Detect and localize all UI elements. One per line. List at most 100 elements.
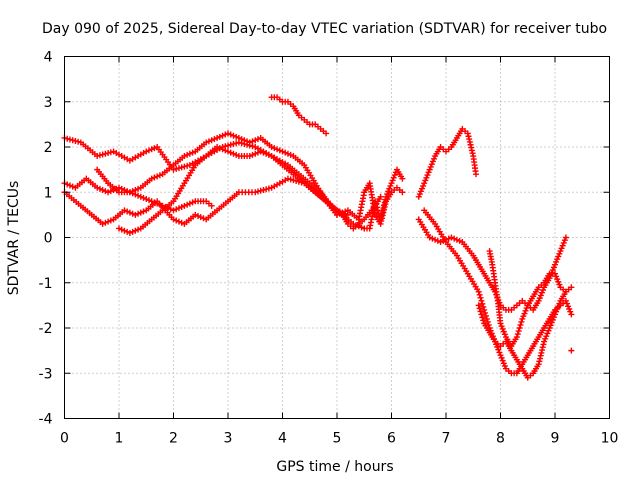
data-point xyxy=(249,138,256,145)
data-point xyxy=(271,145,278,152)
data-point xyxy=(124,228,131,235)
data-point xyxy=(99,151,106,158)
data-point xyxy=(555,303,562,310)
data-point xyxy=(143,148,150,155)
data-point xyxy=(358,224,365,231)
data-point xyxy=(391,172,398,179)
data-point xyxy=(192,211,199,218)
data-point xyxy=(476,305,483,312)
data-point xyxy=(548,269,555,276)
data-point xyxy=(476,291,483,298)
data-point xyxy=(121,227,128,234)
data-point xyxy=(282,149,289,156)
x-tick-label: 9 xyxy=(551,431,560,447)
data-point xyxy=(135,192,142,199)
data-point xyxy=(118,226,125,233)
data-point xyxy=(484,318,491,325)
data-point xyxy=(257,187,264,194)
data-point xyxy=(137,193,144,200)
data-point xyxy=(252,189,259,196)
data-point xyxy=(227,149,234,156)
data-point xyxy=(547,272,554,279)
data-point xyxy=(105,189,112,196)
data-point xyxy=(540,286,547,293)
data-point xyxy=(64,135,71,142)
data-point xyxy=(477,294,484,301)
data-point xyxy=(558,245,565,252)
data-point xyxy=(230,132,237,139)
data-point xyxy=(126,229,133,236)
data-point xyxy=(554,256,561,263)
y-tick-label: -4 xyxy=(39,412,53,428)
data-point xyxy=(336,210,343,217)
data-point xyxy=(143,196,150,203)
data-point xyxy=(148,175,155,182)
data-point xyxy=(132,186,139,193)
data-point xyxy=(227,141,234,148)
data-point xyxy=(75,138,82,145)
data-point xyxy=(399,175,406,182)
axis-ticks xyxy=(64,56,610,419)
data-point xyxy=(175,218,182,225)
data-point xyxy=(482,312,489,319)
data-point xyxy=(517,321,524,328)
data-point xyxy=(483,315,490,322)
y-axis-label: SDTVAR / TECUs xyxy=(6,181,22,296)
data-point xyxy=(541,338,548,345)
data-point xyxy=(260,186,267,193)
data-point xyxy=(556,250,563,257)
x-tick-label: 4 xyxy=(278,431,287,447)
data-point xyxy=(173,217,180,224)
x-tick-label: 6 xyxy=(387,431,396,447)
data-point xyxy=(99,186,106,193)
data-point xyxy=(225,130,231,137)
data-point xyxy=(424,172,431,179)
data-point xyxy=(184,151,191,158)
data-point xyxy=(135,185,142,192)
data-point xyxy=(121,207,128,214)
y-tick-label: 2 xyxy=(44,140,53,156)
data-point xyxy=(219,132,226,139)
data-point xyxy=(552,311,558,318)
data-point xyxy=(566,305,573,312)
data-point xyxy=(383,193,390,200)
series-arc-e xyxy=(94,130,340,218)
data-point xyxy=(107,149,114,156)
data-point xyxy=(265,185,272,192)
x-tick-labels: 0 1 2 3 4 5 6 7 8 9 10 xyxy=(60,431,618,447)
data-point xyxy=(373,204,380,211)
data-point xyxy=(498,354,505,361)
data-point xyxy=(252,150,259,157)
data-point xyxy=(556,281,563,288)
data-point xyxy=(417,188,424,195)
data-point xyxy=(72,137,79,144)
data-point xyxy=(175,205,182,212)
data-point xyxy=(496,349,503,356)
data-point xyxy=(230,150,237,157)
data-point xyxy=(107,217,114,224)
data-point xyxy=(290,177,297,184)
data-point xyxy=(287,151,294,158)
data-point xyxy=(233,151,240,158)
data-point xyxy=(225,148,231,155)
data-point xyxy=(214,144,221,150)
data-point xyxy=(66,136,73,143)
data-point xyxy=(102,150,109,157)
data-point xyxy=(389,177,396,184)
data-point xyxy=(197,214,204,221)
data-point xyxy=(94,153,101,160)
data-point xyxy=(553,258,560,265)
data-point xyxy=(451,235,458,242)
data-point xyxy=(252,137,259,144)
data-point xyxy=(355,223,362,230)
data-point xyxy=(214,134,221,141)
data-point xyxy=(96,185,103,192)
data-point xyxy=(536,295,543,302)
data-point xyxy=(522,307,529,314)
y-tick-label: 4 xyxy=(44,50,53,66)
data-point xyxy=(518,318,525,325)
data-point xyxy=(427,163,434,170)
data-point xyxy=(173,165,180,172)
data-point xyxy=(246,139,253,146)
data-point xyxy=(156,172,163,179)
